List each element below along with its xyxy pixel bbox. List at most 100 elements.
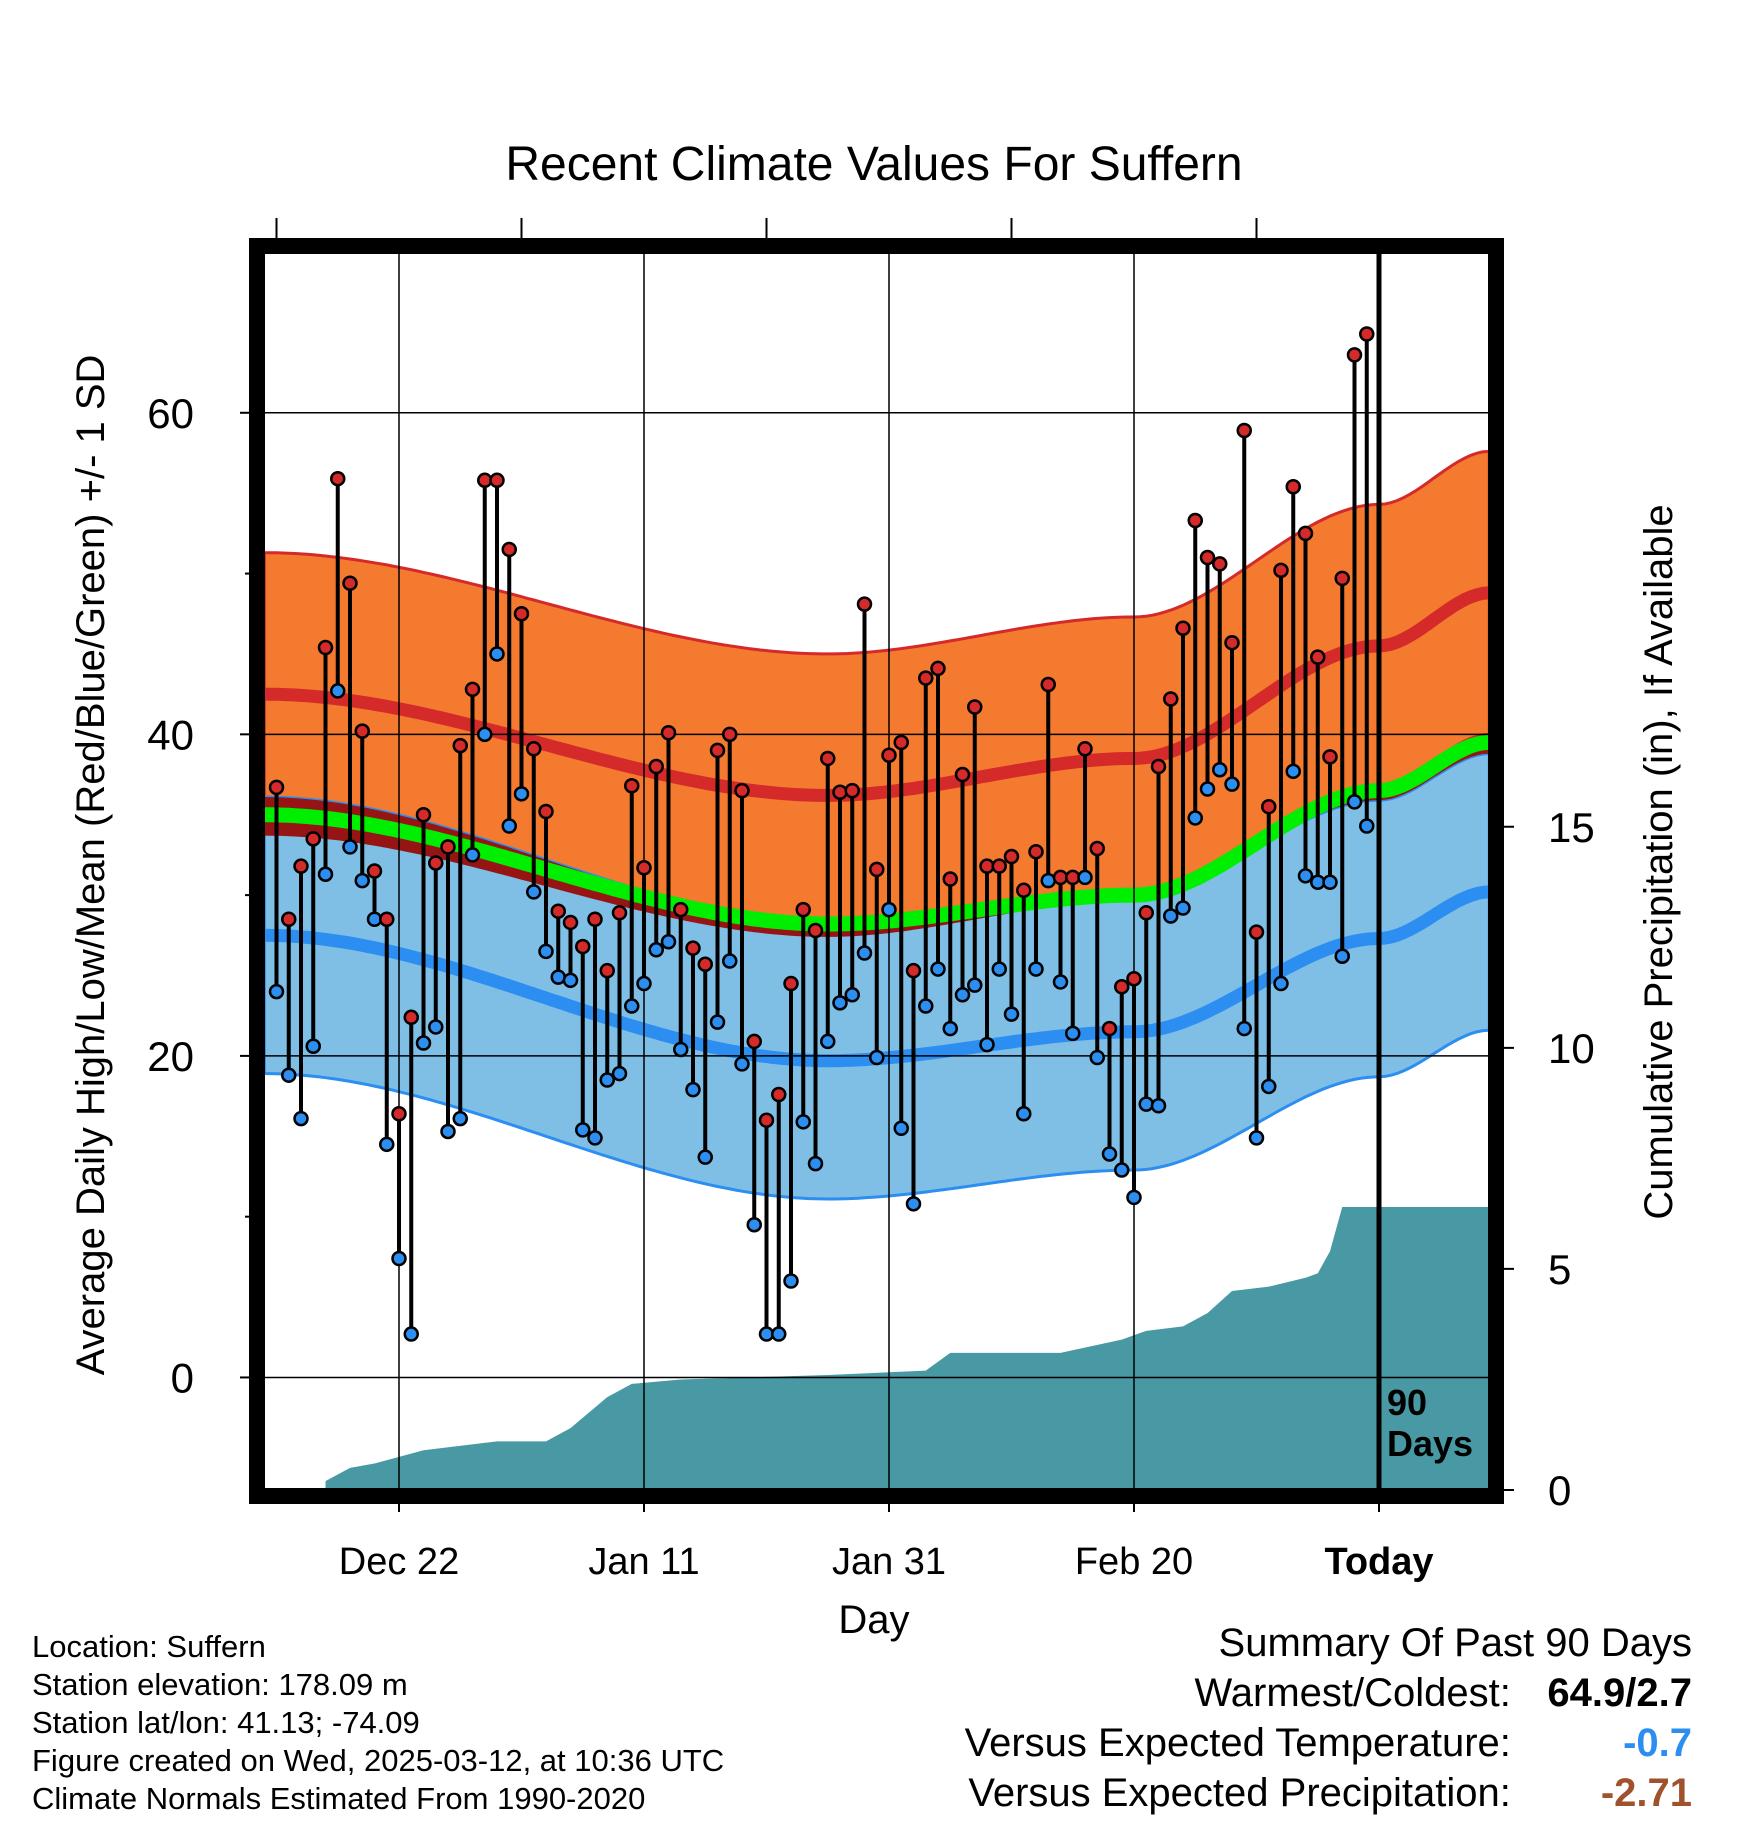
daily-high-point	[452, 737, 468, 754]
daily-low-point	[1040, 872, 1056, 889]
daily-high-point	[636, 860, 652, 876]
daily-low-point	[722, 953, 738, 969]
daily-low-point	[1065, 1025, 1081, 1042]
daily-low-point	[587, 1130, 603, 1146]
daily-low-point	[550, 969, 566, 985]
daily-low-point	[1052, 974, 1069, 990]
daily-high-point	[317, 639, 334, 656]
x-tick-label: Feb 20	[1075, 1541, 1193, 1583]
daily-low-point	[881, 901, 897, 918]
daily-high-point	[575, 938, 591, 955]
daily-low-point	[575, 1122, 591, 1138]
daily-low-point	[281, 1067, 297, 1083]
daily-high-point	[954, 766, 971, 783]
daily-low-point	[856, 945, 873, 961]
daily-low-point	[1077, 869, 1093, 886]
daily-high-point	[746, 1033, 762, 1050]
daily-low-point	[354, 872, 370, 889]
daily-high-point	[832, 784, 848, 800]
plot-frame	[249, 238, 1504, 1504]
x-tick-label: Jan 11	[588, 1541, 699, 1583]
today-label-line2: Days	[1387, 1423, 1473, 1464]
daily-low-point	[1150, 1097, 1167, 1114]
normal-high-line	[264, 586, 1490, 802]
y-tick-label: 60	[147, 390, 194, 437]
daily-low-point	[1175, 900, 1191, 916]
daily-low-point	[391, 1250, 407, 1267]
temp-label: Versus Expected Temperature:	[964, 1721, 1511, 1765]
daily-low-point	[1346, 794, 1363, 810]
daily-low-point	[428, 1019, 444, 1035]
precip-area	[325, 1145, 1490, 1490]
daily-low-point	[942, 1020, 958, 1037]
daily-low-point	[1187, 810, 1203, 826]
daily-high-point	[550, 903, 566, 919]
daily-low-point	[513, 786, 530, 802]
daily-high-point	[795, 901, 811, 918]
y2-axis-label: Cumulative Precipitation (in), If Availa…	[1637, 504, 1681, 1219]
normals-text: Climate Normals Estimated From 1990-2020	[32, 1781, 646, 1816]
daily-low-point	[1114, 1162, 1130, 1178]
daily-high-point	[758, 1112, 775, 1128]
daily-low-point	[820, 1033, 836, 1050]
daily-low-point	[477, 726, 493, 743]
daily-high-point	[1285, 478, 1301, 495]
summary-precip-row: Versus Expected Precipitation: -2.71	[965, 1768, 1692, 1818]
daily-high-point	[820, 750, 836, 767]
daily-low-point	[330, 683, 346, 699]
daily-high-point	[1114, 979, 1130, 995]
daily-high-point	[918, 670, 934, 686]
daily-high-point	[1077, 741, 1093, 757]
daily-low-point	[501, 818, 517, 834]
temp-value: -0.7	[1623, 1721, 1692, 1765]
daily-low-point	[905, 1196, 922, 1212]
daily-high-point	[330, 470, 346, 487]
summary-title: Summary Of Past 90 Days	[1218, 1621, 1692, 1665]
daily-high-point	[709, 742, 726, 759]
daily-low-point	[1273, 975, 1289, 992]
daily-high-point	[1224, 634, 1240, 651]
y-tick-label: 20	[147, 1033, 194, 1080]
daily-low-point	[1163, 908, 1179, 924]
daily-observations	[268, 326, 1375, 1342]
axes: 0 20 40 60 Dec 22 Jan 11 Jan 31 Feb 20 Today 0 5 10…	[69, 138, 1681, 1642]
daily-low-point	[1138, 1096, 1154, 1112]
daily-high-point	[783, 975, 799, 992]
daily-low-point	[795, 1114, 811, 1130]
daily-low-point	[1224, 776, 1240, 792]
daily-low-point	[709, 1014, 726, 1030]
daily-high-point	[1126, 970, 1142, 987]
daily-high-point	[526, 741, 542, 757]
daily-high-point	[1310, 649, 1326, 665]
daily-high-point	[673, 901, 689, 918]
daily-high-point	[1138, 905, 1154, 921]
daily-high-point	[538, 803, 554, 820]
daily-low-point	[293, 1110, 309, 1127]
daily-high-point	[599, 962, 615, 979]
x-tick-label: Today	[1324, 1541, 1433, 1583]
daily-high-point	[624, 778, 640, 794]
y2-tick-label: 5	[1548, 1246, 1571, 1293]
precip-label: Versus Expected Precipitation:	[968, 1771, 1511, 1815]
daily-low-point	[648, 942, 664, 958]
daily-high-point	[415, 806, 432, 823]
y2-tick-label: 0	[1548, 1467, 1571, 1514]
created-text: Figure created on Wed, 2025-03-12, at 10…	[32, 1743, 725, 1778]
daily-low-point	[991, 961, 1007, 977]
daily-low-point	[1101, 1146, 1118, 1162]
daily-high-point	[1236, 422, 1252, 439]
daily-low-point	[342, 839, 358, 855]
daily-high-point	[1212, 556, 1228, 572]
precip-value: -2.71	[1600, 1771, 1692, 1815]
summary-panel: Summary Of Past 90 Days Warmest/Coldest:…	[965, 1618, 1692, 1818]
summary-temp-row: Versus Expected Temperature: -0.7	[965, 1718, 1692, 1768]
daily-high-point	[1040, 676, 1056, 693]
y-tick-label: 40	[147, 711, 194, 758]
daily-low-point	[538, 943, 554, 960]
daily-high-point	[967, 699, 983, 715]
x-tick-label: Jan 31	[832, 1541, 946, 1583]
y-tick-label: 0	[171, 1354, 194, 1401]
daily-low-point	[1359, 818, 1375, 834]
daily-high-point	[354, 723, 370, 739]
